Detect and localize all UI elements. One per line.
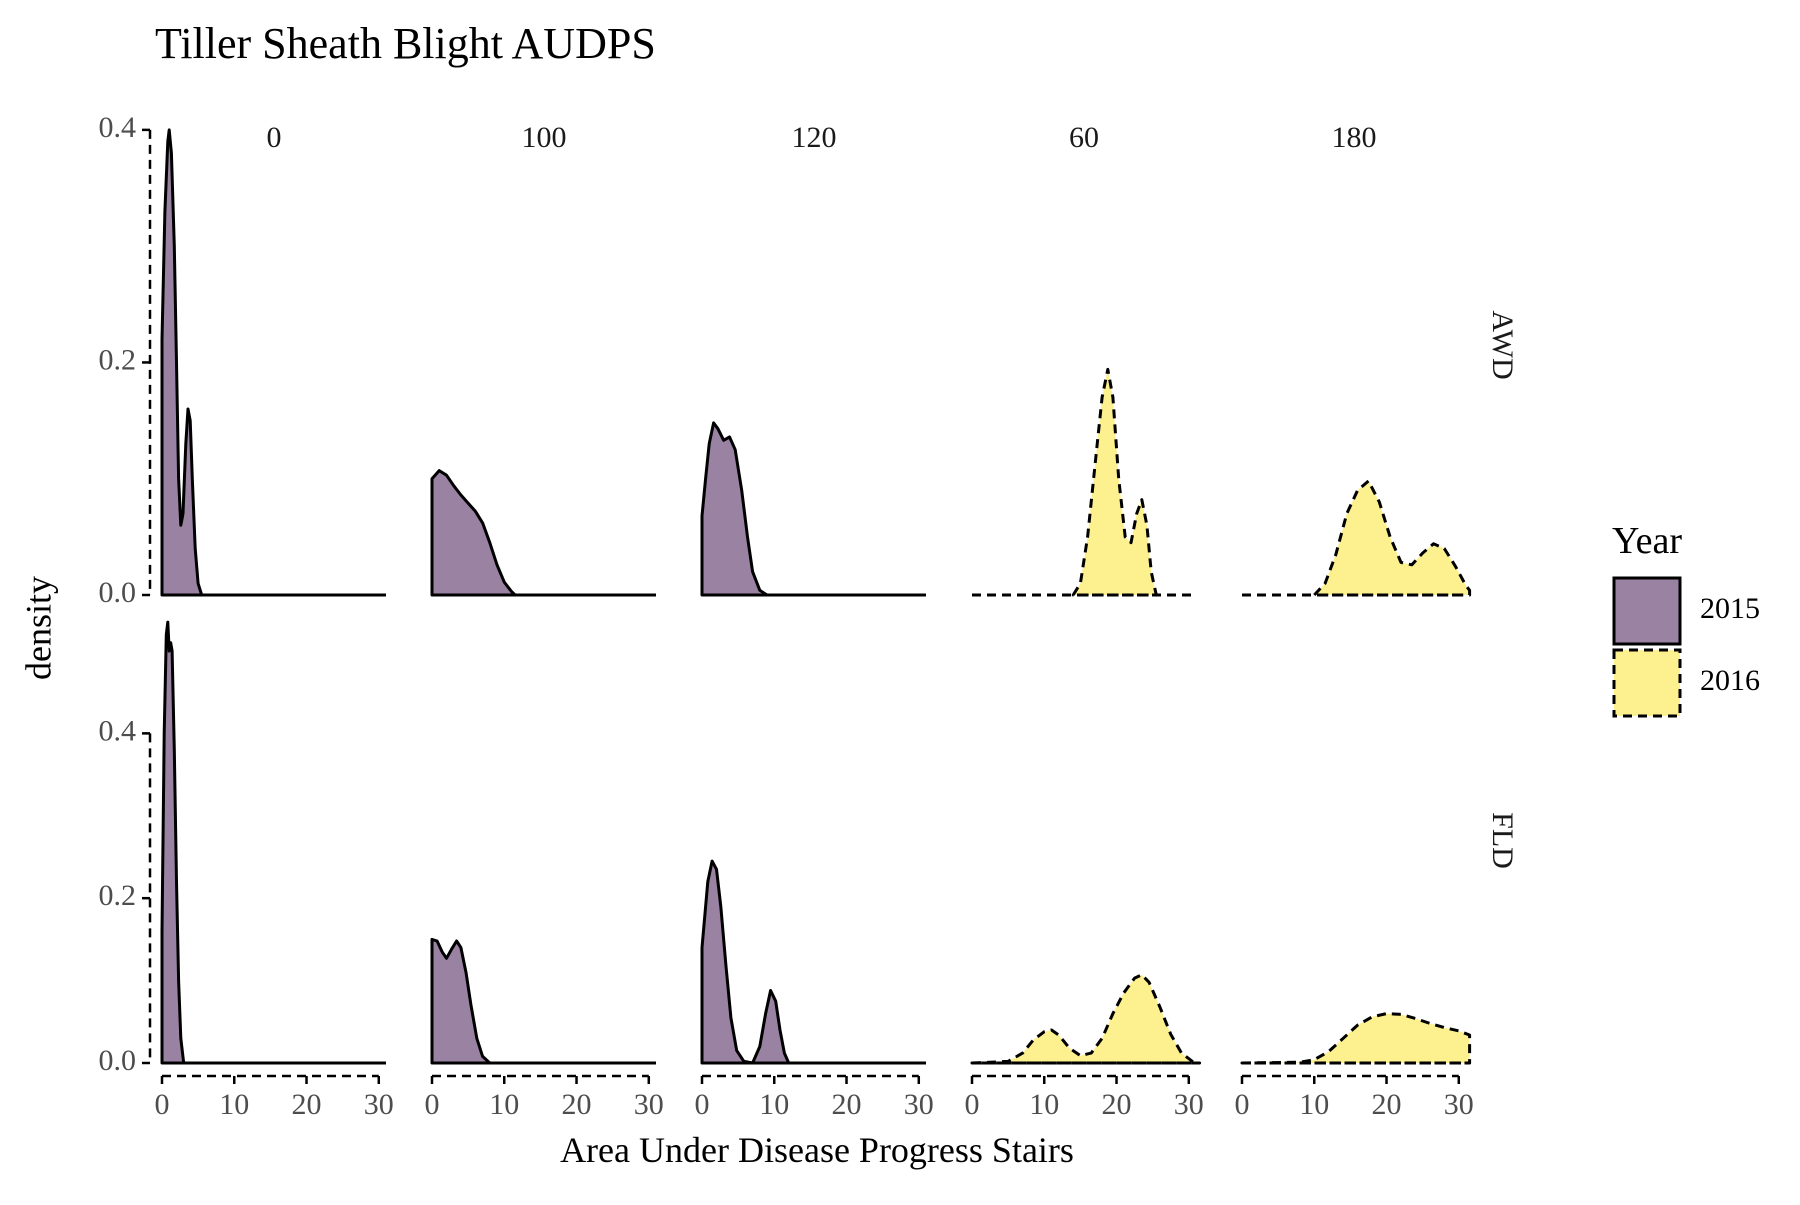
y-tick-label: 0.0 — [99, 576, 137, 609]
density-area-FLD-180-2016 — [1240, 1012, 1472, 1065]
x-tick-label: 0 — [965, 1088, 980, 1121]
x-tick-label: 10 — [1299, 1088, 1329, 1121]
facet-row-label-FLD: FLD — [1486, 812, 1519, 869]
y-tick-label: 0.2 — [99, 879, 137, 912]
density-area-FLD-60-2016 — [970, 973, 1202, 1065]
density-area-AWD-100-2015 — [430, 469, 517, 597]
density-area-FLD-120-2015 — [700, 859, 791, 1065]
y-tick-label: 0.4 — [99, 714, 137, 747]
legend: Year 2015 2016 — [1612, 520, 1760, 718]
x-tick-label: 20 — [1102, 1088, 1132, 1121]
x-tick-label: 30 — [904, 1088, 934, 1121]
facet-row-label-AWD: AWD — [1486, 310, 1519, 379]
density-area-AWD-180-2016 — [1312, 479, 1472, 597]
legend-key-2015 — [1612, 576, 1682, 646]
facet-column-label-100: 100 — [522, 121, 567, 154]
x-tick-label: 10 — [759, 1088, 789, 1121]
x-tick-label: 30 — [364, 1088, 394, 1121]
facet-column-label-120: 120 — [792, 121, 837, 154]
y-tick-label: 0.2 — [99, 343, 137, 376]
x-tick-label: 0 — [425, 1088, 440, 1121]
facet-column-label-0: 0 — [267, 121, 282, 154]
plot-panels — [160, 128, 1472, 1065]
y-axis-title: density — [18, 576, 58, 680]
x-tick-label: 30 — [634, 1088, 664, 1121]
x-tick-label: 20 — [1372, 1088, 1402, 1121]
facet-column-label-180: 180 — [1332, 121, 1377, 154]
y-tick-label: 0.0 — [99, 1044, 137, 1077]
legend-label-2016: 2016 — [1700, 664, 1760, 697]
x-tick-label: 20 — [832, 1088, 862, 1121]
x-axis-title: Area Under Disease Progress Stairs — [560, 1130, 1074, 1170]
density-area-AWD-60-2016 — [1071, 367, 1158, 597]
x-tick-label: 0 — [1235, 1088, 1250, 1121]
density-area-FLD-0-2015 — [160, 620, 186, 1065]
x-tick-label: 0 — [155, 1088, 170, 1121]
x-tick-label: 20 — [292, 1088, 322, 1121]
legend-label-2015: 2015 — [1700, 592, 1760, 625]
x-tick-label: 30 — [1444, 1088, 1474, 1121]
x-tick-label: 20 — [562, 1088, 592, 1121]
facet-column-label-60: 60 — [1069, 121, 1099, 154]
x-tick-label: 10 — [489, 1088, 519, 1121]
y-tick-label: 0.4 — [99, 111, 137, 144]
legend-title: Year — [1612, 520, 1682, 562]
chart-title: Tiller Sheath Blight AUDPS — [155, 19, 656, 68]
x-tick-label: 0 — [695, 1088, 710, 1121]
density-area-AWD-0-2015 — [160, 128, 204, 597]
legend-key-2016 — [1612, 648, 1682, 718]
x-tick-label: 10 — [1029, 1088, 1059, 1121]
density-area-AWD-120-2015 — [700, 421, 769, 597]
x-tick-label: 10 — [219, 1088, 249, 1121]
x-tick-label: 30 — [1174, 1088, 1204, 1121]
density-area-FLD-100-2015 — [430, 937, 492, 1065]
